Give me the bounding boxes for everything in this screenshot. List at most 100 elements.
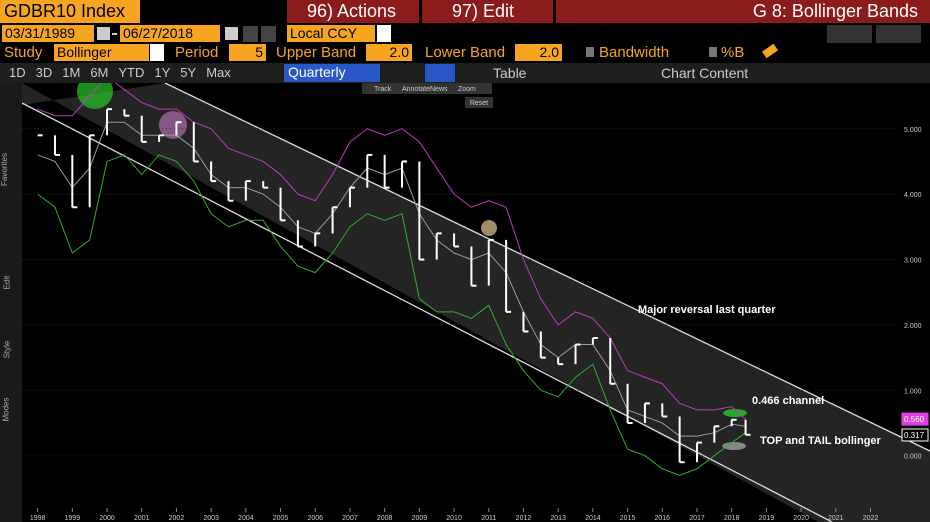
table-button[interactable]: Table [493, 65, 527, 81]
chart: Reset Major reversal last quarter 0.466 … [22, 83, 930, 522]
annotation: TOP and TAIL bollinger [760, 435, 882, 447]
next-button[interactable] [261, 26, 276, 42]
toolbar [0, 63, 930, 83]
calendar-icon[interactable] [225, 27, 238, 40]
x-tick-label: 2020 [793, 515, 809, 522]
x-tick-label: 2015 [620, 515, 636, 522]
currency-dropdown[interactable] [377, 25, 391, 42]
y-tick-label: 1.000 [904, 388, 922, 395]
x-tick-label: 2007 [342, 515, 358, 522]
range-tab[interactable]: 1M [62, 65, 81, 80]
ticker[interactable]: GDBR10 Index [0, 0, 140, 23]
checkbox[interactable] [586, 47, 594, 57]
reset-label[interactable]: Reset [470, 100, 488, 107]
x-tick-label: 1998 [30, 515, 46, 522]
x-tick-label: 2004 [238, 515, 254, 522]
y-tick-label: 0.000 [904, 454, 922, 461]
start-date[interactable]: 03/31/1989 [2, 25, 94, 42]
band-line [37, 83, 746, 420]
period-label: Period [175, 44, 219, 61]
highlight-circle [77, 83, 113, 109]
date-separator [112, 33, 117, 35]
price-label: 0.317 [904, 431, 925, 440]
redo-button[interactable] [876, 25, 921, 43]
reset-button[interactable] [465, 97, 493, 108]
x-tick-label: 2012 [516, 515, 532, 522]
x-tick-label: 2005 [273, 515, 289, 522]
x-tick-label: 2014 [585, 515, 601, 522]
currency[interactable]: Local CCY [287, 25, 375, 42]
x-tick-label: 2006 [307, 515, 323, 522]
annotation: Major reversal last quarter [638, 304, 776, 316]
checkbox[interactable] [709, 47, 717, 57]
study-dropdown[interactable] [150, 44, 164, 61]
price-label: 0.560 [904, 415, 925, 424]
pencil-icon[interactable] [761, 43, 779, 59]
sidebar-section: Edit [2, 275, 12, 290]
edit-menu[interactable]: 97) Edit [422, 0, 553, 23]
y-tick-label: 2.000 [904, 323, 922, 330]
x-tick-label: 2010 [446, 515, 462, 522]
band-line [37, 154, 746, 476]
upper-band-input[interactable]: 2.0 [366, 44, 412, 61]
chart-tool: News [430, 86, 448, 93]
x-tick-label: 2017 [689, 515, 705, 522]
sidebar-section: Modes [1, 397, 11, 422]
period-input[interactable]: 5 [229, 44, 266, 61]
bandwidth-label: Bandwidth [599, 44, 670, 61]
frequency[interactable]: Quarterly [284, 64, 380, 82]
x-tick-label: 2009 [412, 515, 428, 522]
highlight-circle [159, 111, 187, 139]
annotation: 0.466 channel [752, 395, 824, 407]
price-label-box [901, 428, 929, 442]
x-tick-label: 2018 [724, 515, 740, 522]
range-tab[interactable]: YTD [118, 65, 145, 80]
chart-content-button[interactable]: Chart Content [661, 65, 749, 81]
end-date[interactable]: 06/27/2018 [120, 25, 220, 42]
x-tick-label: 2022 [863, 515, 879, 522]
x-tick-label: 2019 [759, 515, 775, 522]
study-label: Study [4, 44, 43, 61]
prev-button[interactable] [243, 26, 258, 42]
range-tabs: 1D 3D 1M 6M YTD 1Y 5Y Max [4, 65, 236, 80]
chart-tool: Zoom [458, 86, 476, 93]
chart-tools [362, 83, 492, 94]
upper-band-label: Upper Band [276, 44, 357, 61]
pctb-label: %B [721, 44, 745, 61]
plot-area [22, 83, 900, 508]
x-tick-label: 2008 [377, 515, 393, 522]
function-title: G 8: Bollinger Bands [556, 0, 930, 23]
actions-menu[interactable]: 96) Actions [287, 0, 419, 23]
lower-band-label: Lower Band [425, 44, 506, 61]
chart-tool: Annotate [402, 86, 430, 93]
range-tab[interactable]: 1D [9, 65, 26, 80]
highlight-ellipse [722, 442, 746, 450]
chart-type-button[interactable] [425, 64, 455, 82]
y-tick-label: 5.000 [904, 127, 922, 134]
range-tab[interactable]: Max [206, 65, 231, 80]
x-tick-label: 2002 [169, 515, 185, 522]
x-tick-label: 2001 [134, 515, 150, 522]
channel-fill [22, 83, 930, 522]
study-name[interactable]: Bollinger [54, 44, 149, 61]
undo-button[interactable] [827, 25, 872, 43]
channel-top [164, 83, 930, 452]
calendar-icon[interactable] [97, 27, 110, 40]
x-tick-label: 1999 [65, 515, 81, 522]
range-tab[interactable]: 3D [35, 65, 53, 80]
sidebar [0, 83, 22, 522]
sidebar-section: Favorites [0, 153, 9, 186]
band-line [37, 121, 746, 437]
x-tick-label: 2011 [481, 515, 496, 522]
range-tab[interactable]: 5Y [180, 65, 197, 80]
lower-band-input[interactable]: 2.0 [515, 44, 562, 61]
y-tick-label: 4.000 [904, 192, 922, 199]
price-label-box [901, 412, 929, 426]
range-tab[interactable]: 1Y [154, 65, 171, 80]
range-tab[interactable]: 6M [90, 65, 109, 80]
x-tick-label: 2013 [550, 515, 566, 522]
x-tick-label: 2016 [654, 515, 670, 522]
chart-tool: Track [374, 86, 392, 93]
